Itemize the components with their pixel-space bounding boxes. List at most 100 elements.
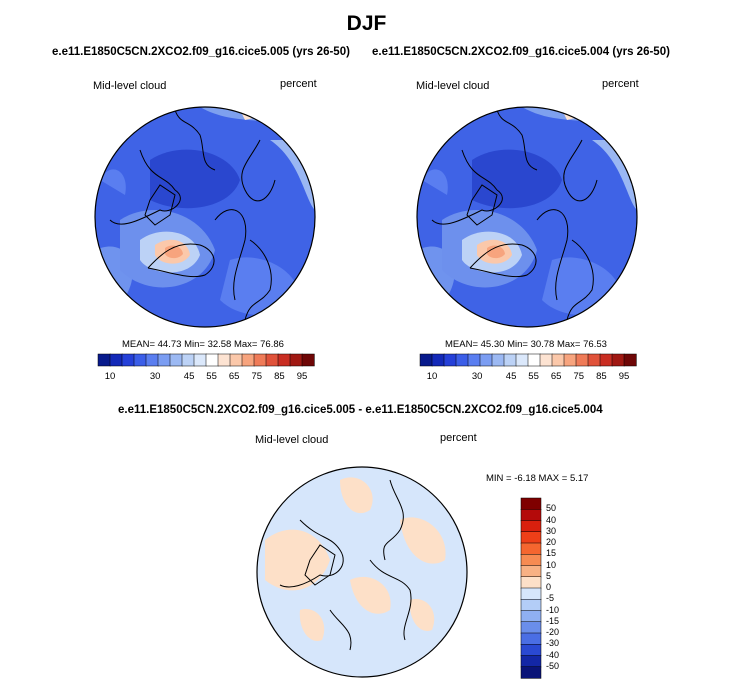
colorbar-swatch: [520, 554, 542, 567]
colorbar-tick-label: -20: [546, 627, 560, 637]
colorbar-tick-label: 95: [618, 371, 630, 382]
colorbar-tick-label: 0: [546, 582, 552, 592]
colorbar-tick-label: 65: [228, 371, 240, 382]
colorbar-swatch: [563, 353, 577, 367]
colorbar-tick-label: 50: [546, 503, 557, 514]
colorbar-swatch: [520, 599, 542, 612]
colorbar-swatch: [520, 666, 542, 679]
colorbar-swatch: [253, 353, 267, 367]
panel-2-stats: MEAN= 45.30 Min= 30.78 Max= 76.53: [445, 339, 607, 350]
panel-2-colorbar: [419, 353, 637, 367]
colorbar-tick-label: 85: [274, 371, 285, 382]
panel-1-units: percent: [280, 78, 317, 90]
colorbar-swatch: [277, 353, 291, 367]
colorbar-swatch: [520, 576, 542, 589]
diff-units: percent: [440, 432, 477, 444]
panel-1-max-label: Max=: [233, 339, 258, 350]
panel-2-max-label: Max=: [556, 339, 581, 350]
panel-2-max: 76.53: [583, 339, 607, 350]
colorbar-swatch: [479, 353, 493, 367]
panel-1-colorbar-labels: 10 30 45 55 65 75 85 95: [98, 371, 314, 383]
panel-1-colorbar: [97, 353, 315, 367]
colorbar-tick-label: 95: [296, 371, 308, 382]
colorbar-tick-label: 75: [573, 371, 585, 382]
panel-1-mean: 44.73: [157, 339, 182, 350]
colorbar-tick-label: 5: [546, 570, 552, 581]
colorbar-swatch: [520, 587, 542, 600]
colorbar-tick-label: -40: [546, 649, 560, 660]
colorbar-swatch: [520, 644, 542, 657]
colorbar-tick-label: -10: [546, 604, 560, 615]
colorbar-tick-label: 65: [550, 371, 562, 382]
colorbar-tick-label: 10: [426, 371, 438, 382]
colorbar-swatch: [520, 520, 542, 533]
colorbar-tick-label: 55: [528, 371, 539, 382]
colorbar-swatch: [193, 353, 207, 367]
diff-max: 5.17: [569, 473, 589, 484]
colorbar-swatch: [515, 353, 529, 367]
colorbar-swatch: [133, 353, 147, 367]
colorbar-swatch: [539, 353, 553, 367]
colorbar-tick-label: -15: [546, 615, 560, 626]
panel-2-mean-label: MEAN=: [445, 339, 478, 350]
colorbar-swatch: [229, 353, 243, 367]
colorbar-swatch: [520, 632, 542, 645]
colorbar-swatch: [109, 353, 123, 367]
colorbar-swatch: [289, 353, 303, 367]
panel-2-variable: Mid-level cloud: [416, 80, 490, 92]
colorbar-swatch: [419, 353, 433, 367]
panel-2-min-label: Min=: [507, 339, 528, 350]
diff-min-label: MIN =: [486, 473, 512, 484]
colorbar-swatch: [205, 353, 219, 367]
colorbar-swatch: [265, 353, 279, 367]
panel-2-min: 30.78: [530, 339, 555, 350]
colorbar-swatch: [587, 353, 601, 367]
colorbar-swatch: [181, 353, 195, 367]
panel-2-mean: 45.30: [480, 339, 505, 350]
colorbar-swatch: [599, 353, 613, 367]
panel-2-units: percent: [602, 78, 639, 90]
colorbar-swatch: [121, 353, 135, 367]
colorbar-tick-label: 75: [251, 371, 263, 382]
panel-1-case-title: e.e11.E1850C5CN.2XCO2.f09_g16.cice5.005 …: [52, 46, 350, 58]
colorbar-swatch: [520, 531, 542, 544]
colorbar-swatch: [520, 509, 542, 522]
colorbar-tick-label: 10: [104, 371, 116, 382]
diff-minmax: MIN = -6.18 MAX = 5.17: [486, 473, 588, 484]
colorbar-tick-label: -5: [546, 593, 555, 604]
colorbar-swatch: [520, 621, 542, 634]
panel-1-variable: Mid-level cloud: [93, 80, 167, 92]
colorbar-tick-label: 30: [471, 371, 483, 382]
diff-variable: Mid-level cloud: [255, 434, 329, 446]
colorbar-swatch: [443, 353, 457, 367]
colorbar-tick-label: 30: [149, 371, 161, 382]
colorbar-tick-label: -30: [546, 638, 560, 649]
colorbar-tick-label: 45: [183, 371, 195, 382]
panel-1-min-label: Min=: [184, 339, 205, 350]
diff-colorbar: [520, 497, 542, 679]
colorbar-swatch: [97, 353, 111, 367]
panel-1-mean-label: MEAN=: [122, 339, 155, 350]
colorbar-swatch: [491, 353, 505, 367]
colorbar-tick-label: 20: [546, 537, 557, 547]
colorbar-swatch: [611, 353, 625, 367]
colorbar-tick-label: 15: [546, 548, 557, 559]
panel-2-field: [417, 107, 637, 327]
colorbar-swatch: [301, 353, 315, 367]
colorbar-tick-label: 10: [546, 559, 557, 570]
colorbar-swatch: [520, 542, 542, 555]
diff-title: e.e11.E1850C5CN.2XCO2.f09_g16.cice5.005 …: [118, 404, 603, 416]
panel-1-field: [95, 107, 315, 327]
colorbar-swatch: [157, 353, 171, 367]
colorbar-swatch: [455, 353, 469, 367]
panel-1-stats: MEAN= 44.73 Min= 32.58 Max= 76.86: [122, 339, 284, 350]
colorbar-swatch: [520, 565, 542, 578]
colorbar-tick-label: 40: [546, 514, 557, 525]
colorbar-tick-label: 45: [505, 371, 517, 382]
panel-2-case-title: e.e11.E1850C5CN.2XCO2.f09_g16.cice5.004 …: [372, 46, 670, 58]
colorbar-swatch: [520, 497, 542, 510]
colorbar-tick-label: 85: [596, 371, 607, 382]
colorbar-swatch: [169, 353, 183, 367]
panel-1-min: 32.58: [207, 339, 232, 350]
